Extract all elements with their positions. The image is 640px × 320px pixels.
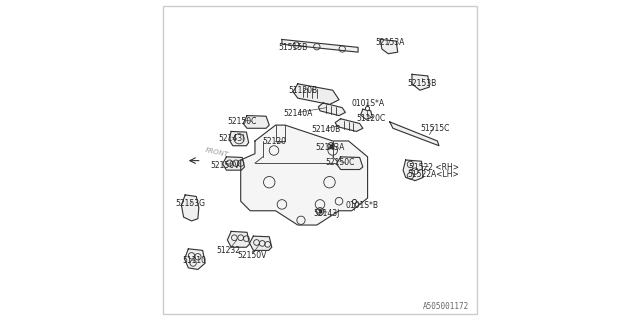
Polygon shape (181, 195, 199, 221)
Text: 51110: 51110 (182, 256, 207, 265)
Text: 52153B: 52153B (407, 79, 436, 88)
Polygon shape (243, 116, 269, 128)
Text: 52140B: 52140B (312, 125, 341, 134)
Text: 52120: 52120 (262, 137, 286, 146)
Polygon shape (335, 119, 363, 132)
Text: 52140A: 52140A (283, 109, 312, 118)
Text: 51120B: 51120B (288, 86, 317, 95)
Text: 0101S*B: 0101S*B (346, 202, 378, 211)
Text: 52150C: 52150C (325, 158, 355, 167)
Polygon shape (412, 74, 429, 90)
Text: 51515C: 51515C (420, 124, 449, 133)
Polygon shape (403, 160, 423, 180)
Text: 51120C: 51120C (356, 114, 386, 123)
Polygon shape (293, 84, 339, 105)
Text: 52153A: 52153A (375, 38, 404, 47)
Polygon shape (184, 249, 205, 269)
Text: FRONT: FRONT (204, 147, 229, 158)
Polygon shape (223, 157, 244, 170)
Text: 0101S*A: 0101S*A (351, 99, 384, 108)
Polygon shape (250, 236, 272, 251)
Text: 51522A<LH>: 51522A<LH> (408, 170, 460, 179)
Polygon shape (241, 125, 367, 225)
Text: 52150V: 52150V (210, 161, 239, 170)
Polygon shape (380, 39, 397, 54)
Polygon shape (360, 109, 372, 119)
Text: 51515B: 51515B (278, 43, 308, 52)
Text: 52150V: 52150V (237, 251, 267, 260)
Polygon shape (390, 122, 439, 146)
Text: 52143J: 52143J (314, 209, 340, 218)
Text: 52143I: 52143I (218, 134, 244, 143)
Polygon shape (229, 132, 248, 146)
Text: A505001172: A505001172 (423, 302, 469, 311)
Text: 51232: 51232 (217, 246, 241, 255)
Polygon shape (227, 231, 250, 247)
Text: 52150C: 52150C (228, 117, 257, 126)
Text: 51522 <RH>: 51522 <RH> (408, 163, 459, 172)
Text: 52143A: 52143A (316, 143, 345, 152)
Polygon shape (337, 157, 363, 170)
Text: 52153G: 52153G (175, 199, 205, 208)
Polygon shape (282, 39, 358, 52)
Polygon shape (319, 103, 346, 116)
